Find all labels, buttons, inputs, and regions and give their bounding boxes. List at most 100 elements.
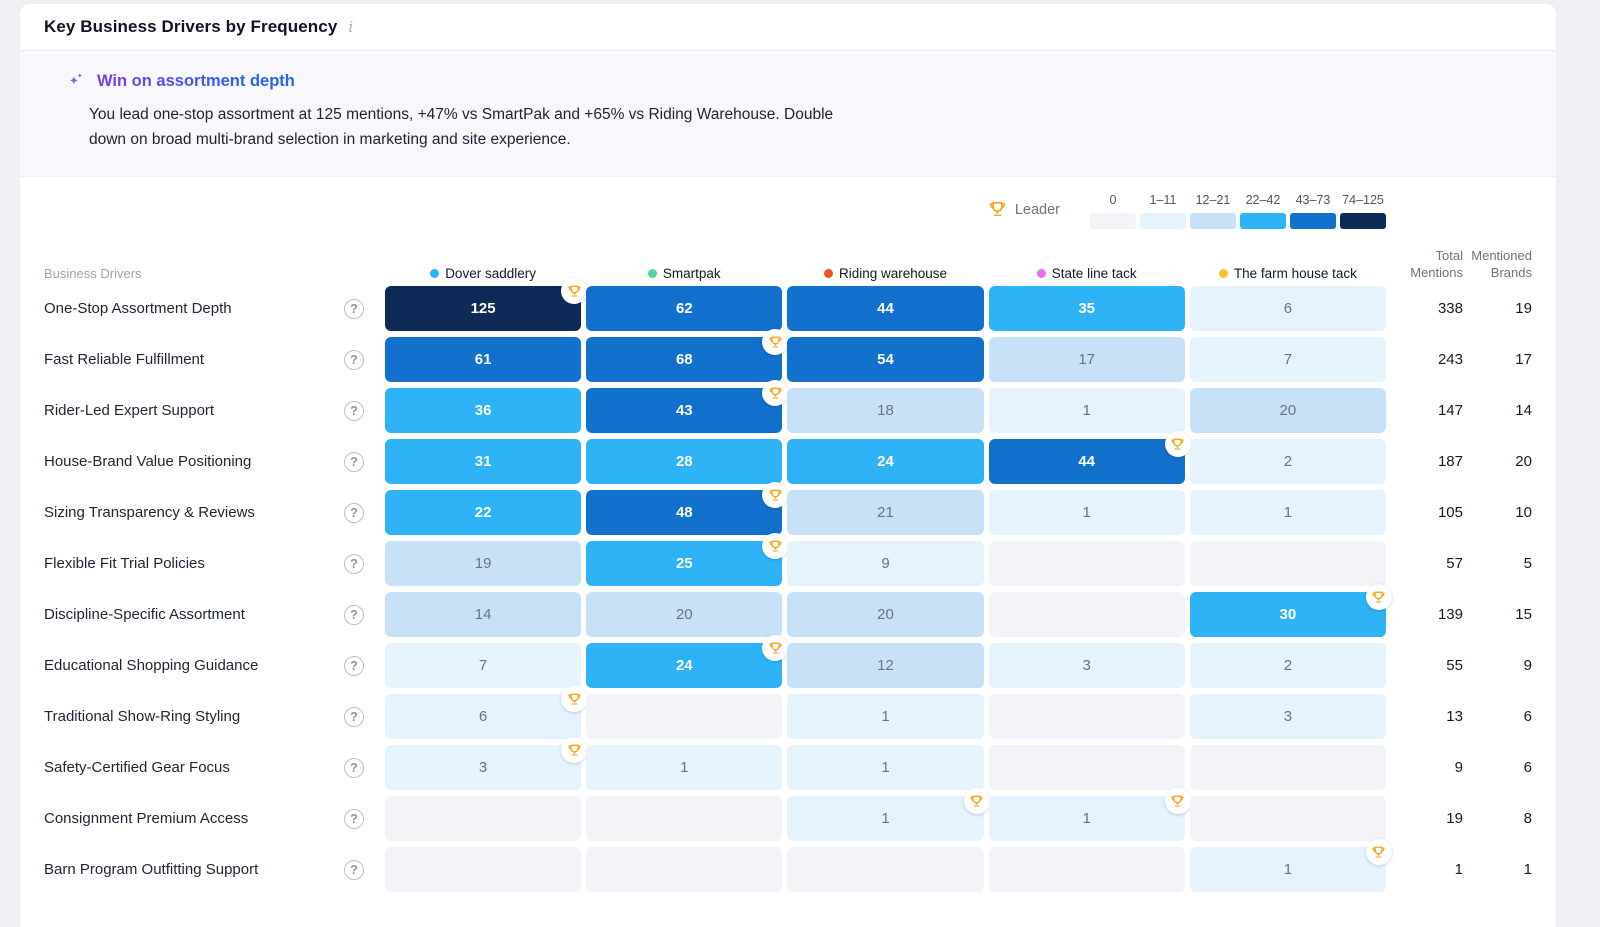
help-icon[interactable]: ? [344,859,364,880]
help-icon[interactable]: ? [344,502,364,523]
cell-value: 2 [1283,453,1293,470]
help-icon[interactable]: ? [344,757,364,778]
cell-value: 6 [478,708,488,725]
heatmap-cell[interactable]: 12 [787,643,984,688]
heatmap-cell[interactable]: 1 [787,745,984,790]
heatmap-cell[interactable]: 1 [988,788,1191,841]
heatmap-cell[interactable]: 9 [787,541,984,586]
heatmap-cell[interactable]: 44 [988,431,1191,484]
heatmap-cell[interactable]: 7 [385,643,582,688]
driver-label: Flexible Fit Trial Policies [44,555,205,572]
heatmap-cell[interactable]: 68 [586,329,789,382]
heatmap-cell[interactable] [586,796,783,841]
cell-value: 7 [1283,351,1293,368]
driver-label: Fast Reliable Fulfillment [44,351,205,368]
help-icon[interactable]: ? [344,400,364,421]
cell-value: 30 [1279,606,1297,623]
heatmap-cell[interactable] [385,847,582,892]
heatmap-cell[interactable]: 43 [586,380,789,433]
help-icon[interactable]: ? [344,808,364,829]
heatmap-cell[interactable]: 20 [787,592,984,637]
heatmap-cell[interactable]: 7 [1189,337,1386,382]
legend-swatch [1140,213,1186,229]
heatmap-cell[interactable]: 20 [1189,388,1386,433]
driver-label: Rider-Led Expert Support [44,402,215,419]
table-row: One-Stop Assortment Depth ? 125 62 44 35 6 33… [20,278,1556,334]
heatmap-cell[interactable]: 61 [385,337,582,382]
heatmap-cell[interactable]: 31 [385,439,582,484]
table-row: Safety-Certified Gear Focus ? 3 1 1 9 6 [20,737,1556,793]
cell-value: 1 [1283,504,1293,521]
heatmap-cell[interactable]: 35 [988,286,1185,331]
heatmap-cell[interactable]: 1 [1189,839,1392,892]
legend-bin: 1–11 [1140,193,1186,229]
heatmap-cell[interactable]: 2 [1189,643,1386,688]
help-icon[interactable]: ? [344,298,364,319]
help-icon[interactable]: ? [344,349,364,370]
help-icon[interactable]: ? [344,706,364,727]
heatmap-cell[interactable]: 62 [586,286,783,331]
heatmap-cell[interactable]: 36 [385,388,582,433]
heatmap-cell[interactable]: 21 [787,490,984,535]
heatmap-cell[interactable]: 1 [787,694,984,739]
heatmap-cell[interactable] [385,796,582,841]
help-icon[interactable]: ? [344,451,364,472]
heatmap-cell[interactable]: 1 [988,490,1185,535]
heatmap-cell[interactable] [988,592,1185,637]
heatmap-cell[interactable] [787,847,984,892]
heatmap-cell[interactable]: 28 [586,439,783,484]
heatmap-cell[interactable] [988,694,1185,739]
heatmap-cell[interactable]: 1 [1189,490,1386,535]
table-row: Barn Program Outfitting Support ? 1 1 1 [20,839,1556,895]
heatmap-cell[interactable]: 1 [787,788,990,841]
info-icon[interactable]: i [348,18,354,36]
cell-value: 24 [877,453,894,470]
total-mentions-value: 57 [1446,555,1463,572]
heatmap-cell[interactable] [988,745,1185,790]
brand-dot [1036,269,1046,278]
heatmap-cell[interactable]: 20 [586,592,783,637]
heatmap-cell[interactable]: 6 [385,686,588,739]
cell-value: 25 [675,555,693,572]
heatmap-cell[interactable]: 48 [586,482,789,535]
heatmap-cell[interactable] [1189,745,1386,790]
brand-column-header: The farm house tack [1190,266,1386,281]
brand-column-header: Riding warehouse [787,266,983,281]
heatmap-cell[interactable]: 3 [1189,694,1386,739]
cell-value: 36 [474,402,492,419]
help-icon[interactable]: ? [344,553,364,574]
heatmap-cell[interactable]: 3 [385,737,588,790]
heatmap-cell[interactable]: 6 [1189,286,1386,331]
heatmap-cell[interactable]: 18 [787,388,984,433]
heatmap-cell[interactable] [1189,541,1386,586]
heatmap-cell[interactable]: 1 [988,388,1185,433]
legend-bin: 12–21 [1190,193,1236,229]
driver-label: Consignment Premium Access [44,810,249,827]
heatmap-cell[interactable]: 24 [787,439,984,484]
heatmap-cell[interactable]: 3 [988,643,1185,688]
heatmap-cell[interactable]: 25 [586,533,789,586]
heatmap-cell[interactable]: 17 [988,337,1185,382]
heatmap-cell[interactable]: 1 [586,745,783,790]
heatmap-cell[interactable]: 54 [787,337,984,382]
heatmap-cell[interactable]: 24 [586,635,789,688]
cell-value: 20 [675,606,693,623]
heatmap-cell[interactable] [1189,796,1386,841]
heatmap-cell[interactable]: 22 [385,490,582,535]
heatmap-cell[interactable] [586,694,783,739]
help-icon[interactable]: ? [344,655,364,676]
heatmap-cell[interactable]: 2 [1189,439,1386,484]
heatmap-cell[interactable] [988,847,1185,892]
heatmap-cell[interactable] [988,541,1185,586]
mentioned-brands-value: 6 [1523,759,1532,776]
heatmap-cell[interactable]: 44 [787,286,984,331]
leader-trophy-badge [1164,788,1191,814]
heatmap-cell[interactable]: 14 [385,592,582,637]
card-header: Key Business Drivers by Frequency i [20,4,1556,51]
heatmap-cell[interactable]: 30 [1189,584,1392,637]
help-icon[interactable]: ? [344,604,364,625]
driver-label: Traditional Show-Ring Styling [44,708,241,725]
heatmap-cell[interactable] [586,847,783,892]
heatmap-cell[interactable]: 125 [385,278,588,331]
heatmap-cell[interactable]: 19 [385,541,582,586]
